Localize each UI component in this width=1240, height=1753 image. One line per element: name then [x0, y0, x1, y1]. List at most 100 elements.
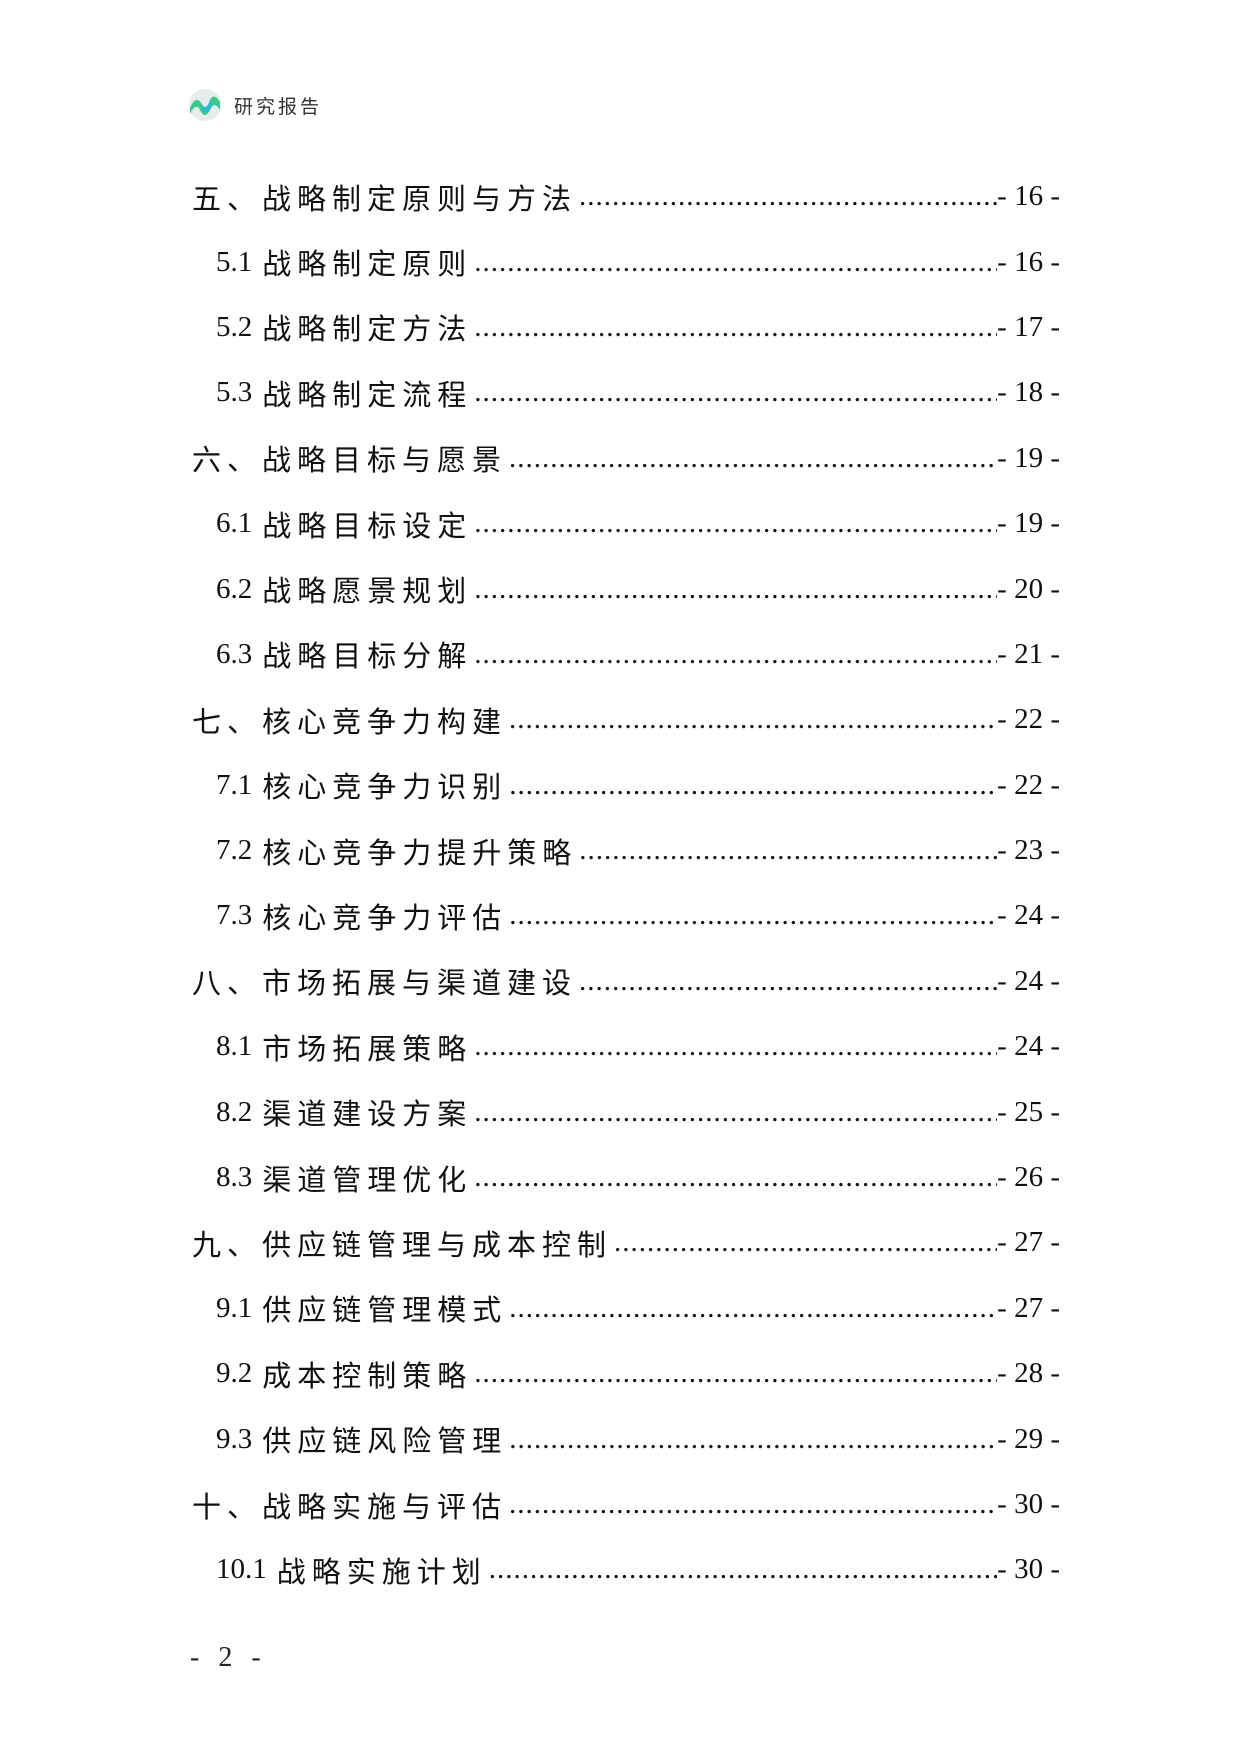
toc-entry-title: 渠道建设方案: [262, 1099, 473, 1132]
toc-section-entry[interactable]: 7.2 核心竞争力提升策略 - 23 -: [192, 818, 1060, 883]
toc-section-entry[interactable]: 7.1 核心竞争力识别 - 22 -: [192, 753, 1060, 818]
toc-entry-number: 七、: [192, 706, 263, 739]
toc-entry-title: 战略制定方法: [262, 314, 473, 347]
dot-leader: [489, 1553, 997, 1586]
toc-entry-page: - 19 -: [997, 441, 1060, 474]
page-number: - 2 -: [190, 1642, 267, 1673]
toc-section-entry[interactable]: 7.3 核心竞争力评估 - 24 -: [192, 883, 1060, 948]
toc-entry-number: 6.1: [216, 507, 253, 540]
toc-entry-title: 供应链风险管理: [262, 1426, 508, 1459]
toc-entry-title: 战略实施计划: [276, 1556, 487, 1589]
toc-entry-page: - 26 -: [997, 1161, 1060, 1194]
dot-leader: [474, 311, 997, 344]
toc-entry-title: 核心竞争力评估: [262, 902, 508, 935]
toc-chapter-entry[interactable]: 六、战略目标与愿景 - 19 -: [192, 426, 1060, 491]
toc-entry-number: 5.1: [216, 245, 253, 278]
toc-section-entry[interactable]: 10.1 战略实施计划 - 30 -: [192, 1537, 1060, 1602]
dot-leader: [509, 1292, 997, 1325]
toc-entry-number: 十、: [192, 1491, 263, 1524]
toc-section-entry[interactable]: 6.1 战略目标设定 - 19 -: [192, 491, 1060, 556]
toc-chapter-entry[interactable]: 十、战略实施与评估 - 30 -: [192, 1472, 1060, 1537]
dot-leader: [474, 638, 997, 671]
toc-entry-title: 核心竞争力识别: [262, 772, 508, 805]
toc-entry-page: - 29 -: [997, 1422, 1060, 1455]
toc-entry-page: - 22 -: [997, 703, 1060, 736]
toc-entry-page: - 27 -: [997, 1291, 1060, 1324]
toc-chapter-entry[interactable]: 五、战略制定原则与方法 - 16 -: [192, 164, 1060, 229]
toc-entry-title: 战略制定原则: [262, 249, 473, 282]
dot-leader: [474, 1357, 997, 1390]
toc-entry-page: - 24 -: [997, 899, 1060, 932]
toc-entry-number: 8.1: [216, 1030, 253, 1063]
toc-entry-number: 9.3: [216, 1422, 253, 1455]
toc-section-entry[interactable]: 5.2 战略制定方法 - 17 -: [192, 295, 1060, 360]
toc-entry-title: 核心竞争力提升策略: [262, 837, 578, 870]
toc-entry-page: - 30 -: [997, 1553, 1060, 1586]
toc-entry-number: 六、: [192, 445, 263, 478]
dot-leader: [474, 376, 997, 409]
logo-icon: [189, 89, 221, 121]
toc-section-entry[interactable]: 8.2 渠道建设方案 - 25 -: [192, 1079, 1060, 1144]
toc-entry-number: 5.2: [216, 310, 253, 343]
dot-leader: [474, 1161, 997, 1194]
toc-entry-number: 五、: [192, 183, 263, 216]
toc-entry-number: 6.3: [216, 637, 253, 670]
toc-section-entry[interactable]: 6.3 战略目标分解 - 21 -: [192, 622, 1060, 687]
dot-leader: [474, 507, 997, 540]
dot-leader: [474, 246, 997, 279]
toc-entry-title: 战略愿景规划: [262, 576, 473, 609]
toc-chapter-entry[interactable]: 七、核心竞争力构建 - 22 -: [192, 687, 1060, 752]
toc-entry-title: 战略目标设定: [262, 510, 473, 543]
toc-entry-number: 6.2: [216, 572, 253, 605]
toc-entry-title: 渠道管理优化: [262, 1164, 473, 1197]
toc-entry-title: 供应链管理模式: [262, 1295, 508, 1328]
toc-entry-title: 市场拓展策略: [262, 1033, 473, 1066]
toc-entry-title: 成本控制策略: [262, 1360, 473, 1393]
toc-chapter-entry[interactable]: 九、供应链管理与成本控制 - 27 -: [192, 1210, 1060, 1275]
dot-leader: [579, 180, 997, 213]
toc-entry-page: - 19 -: [997, 507, 1060, 540]
toc-entry-page: - 22 -: [997, 768, 1060, 801]
dot-leader: [509, 1423, 997, 1456]
dot-leader: [509, 899, 997, 932]
dot-leader: [579, 965, 997, 998]
toc-section-entry[interactable]: 5.1 战略制定原则 - 16 -: [192, 229, 1060, 294]
toc-entry-number: 9.1: [216, 1291, 253, 1324]
toc-entry-number: 8.2: [216, 1095, 253, 1128]
toc-entry-title: 市场拓展与渠道建设: [262, 968, 578, 1001]
report-header: 研究报告: [188, 88, 322, 122]
toc-section-entry[interactable]: 8.1 市场拓展策略 - 24 -: [192, 1014, 1060, 1079]
toc-entry-page: - 23 -: [997, 834, 1060, 867]
dot-leader: [474, 1096, 997, 1129]
toc-entry-number: 9.2: [216, 1357, 253, 1390]
toc-entry-title: 核心竞争力构建: [262, 706, 508, 739]
toc-section-entry[interactable]: 9.2 成本控制策略 - 28 -: [192, 1341, 1060, 1406]
table-of-contents: 五、战略制定原则与方法 - 16 - 5.1 战略制定原则 - 16 - 5.2 战略制定方…: [192, 164, 1060, 1603]
toc-section-entry[interactable]: 9.1 供应链管理模式 - 27 -: [192, 1276, 1060, 1341]
toc-entry-number: 7.1: [216, 768, 253, 801]
toc-section-entry[interactable]: 6.2 战略愿景规划 - 20 -: [192, 556, 1060, 621]
dot-leader: [509, 1488, 997, 1521]
toc-section-entry[interactable]: 5.3 战略制定流程 - 18 -: [192, 360, 1060, 425]
toc-entry-page: - 21 -: [997, 637, 1060, 670]
toc-section-entry[interactable]: 9.3 供应链风险管理 - 29 -: [192, 1406, 1060, 1471]
toc-entry-page: - 24 -: [997, 1030, 1060, 1063]
toc-entry-page: - 17 -: [997, 310, 1060, 343]
toc-entry-page: - 16 -: [997, 180, 1060, 213]
toc-entry-title: 战略实施与评估: [262, 1491, 508, 1524]
toc-chapter-entry[interactable]: 八、市场拓展与渠道建设 - 24 -: [192, 949, 1060, 1014]
toc-entry-page: - 27 -: [997, 1226, 1060, 1259]
toc-entry-number: 7.2: [216, 834, 253, 867]
toc-entry-page: - 20 -: [997, 572, 1060, 605]
toc-entry-page: - 30 -: [997, 1488, 1060, 1520]
header-title: 研究报告: [234, 95, 323, 118]
dot-leader: [474, 573, 997, 606]
dot-leader: [509, 769, 997, 802]
toc-entry-page: - 28 -: [997, 1357, 1060, 1390]
toc-entry-page: - 16 -: [997, 245, 1060, 278]
dot-leader: [614, 1226, 997, 1259]
toc-section-entry[interactable]: 8.3 渠道管理优化 - 26 -: [192, 1145, 1060, 1210]
toc-entry-title: 战略目标与愿景: [262, 445, 508, 478]
toc-entry-title: 供应链管理与成本控制: [262, 1229, 613, 1262]
toc-entry-number: 5.3: [216, 376, 253, 409]
